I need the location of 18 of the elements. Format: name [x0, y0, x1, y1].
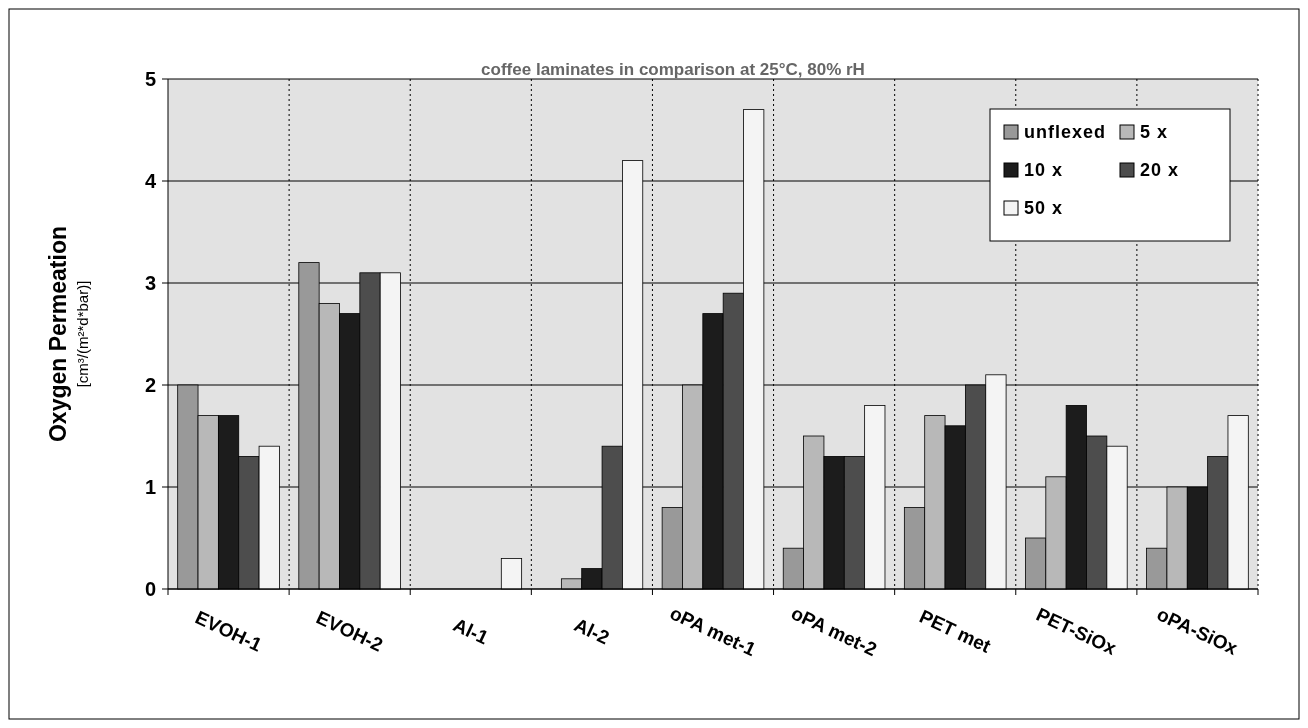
legend-label: unflexed: [1024, 122, 1107, 143]
x-tick-label: PET met: [916, 605, 995, 657]
x-tick-label: Al-2: [571, 614, 613, 649]
y-tick-label: 1: [144, 476, 156, 498]
legend-label: 10 x: [1024, 160, 1064, 181]
x-tick-label: oPA met-1: [666, 602, 760, 661]
chart-title: coffee laminates in comparison at 25°C, 80% rH: [481, 60, 865, 79]
y-axis-title: Oxygen Permeation [cm³/(m²*d*bar)]: [45, 225, 91, 443]
legend-label: 5 x: [1140, 122, 1169, 143]
y-tick-label: 0: [144, 578, 156, 600]
y-tick-label: 3: [144, 272, 156, 294]
legend-label: 50 x: [1024, 198, 1064, 219]
x-tick-label: oPA met-2: [787, 602, 881, 661]
y-tick-label: 5: [144, 68, 156, 90]
y-tick-label: 2: [144, 374, 156, 396]
x-tick-label: Al-1: [450, 614, 492, 649]
y-tick-label: 4: [144, 170, 157, 192]
legend-label: 20 x: [1140, 160, 1180, 181]
